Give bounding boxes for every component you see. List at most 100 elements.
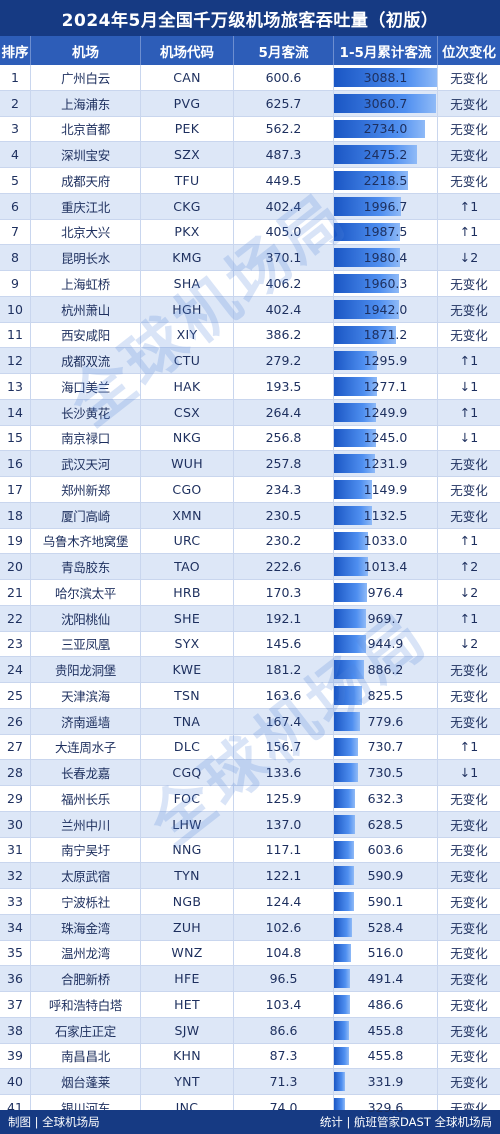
- rank-change-cell: ↓1: [459, 378, 479, 394]
- cumulative-value: 1942.0: [363, 301, 408, 317]
- cumulative-bar: [334, 93, 437, 113]
- cumulative-cell: 2475.2: [334, 142, 438, 167]
- may-traffic-cell: 125.9: [234, 786, 334, 811]
- cumulative-bar: [334, 145, 417, 164]
- cumulative-value: 730.5: [367, 765, 404, 781]
- airport-name-cell: 长春龙嘉: [31, 760, 141, 785]
- rank-cell: 5: [0, 168, 31, 193]
- airport-name-cell: 宁波栎社: [31, 889, 141, 914]
- table-row: 6 重庆江北 CKG 402.4 1996.7 ↑1: [0, 193, 500, 220]
- cumulative-bar: [334, 737, 359, 757]
- airport-name-cell: 济南遥墙: [31, 708, 141, 734]
- airport-name-cell: 大连周水子: [31, 734, 141, 760]
- cumulative-value: 1149.9: [363, 481, 408, 497]
- may-traffic-cell: 102.6: [234, 914, 334, 940]
- cumulative-cell: 628.5: [334, 811, 438, 837]
- rank-change-cell: 无变化: [450, 508, 488, 524]
- airport-name-cell: 武汉天河: [31, 451, 141, 476]
- cumulative-cell: 1013.4: [334, 554, 438, 579]
- cumulative-bar: [334, 325, 397, 345]
- airport-name-cell: 上海浦东: [31, 90, 141, 116]
- airport-code-cell: TNA: [141, 708, 234, 734]
- cumulative-value: 969.7: [367, 610, 404, 626]
- rank-cell: 26: [0, 708, 31, 734]
- airport-code-cell: FOC: [141, 786, 234, 811]
- cumulative-cell: 1996.7: [334, 193, 438, 219]
- cumulative-bar: [334, 608, 367, 628]
- airport-code-cell: ZUH: [141, 914, 234, 940]
- airport-code-cell: NGB: [141, 889, 234, 914]
- table-row: 8 昆明长水 KMG 370.1 1980.4 ↓2: [0, 245, 500, 271]
- may-traffic-cell: 625.7: [234, 90, 334, 116]
- rank-cell: 3: [0, 116, 31, 142]
- may-traffic-cell: 234.3: [234, 477, 334, 502]
- airport-code-cell: TSN: [141, 683, 234, 708]
- rank-change-cell: 无变化: [450, 482, 488, 498]
- cumulative-bar: [334, 1046, 350, 1066]
- airport-name-cell: 厦门高崎: [31, 502, 141, 528]
- cumulative-value: 632.3: [367, 790, 404, 806]
- table-row: 17 郑州新郑 CGO 234.3 1149.9 无变化: [0, 477, 500, 503]
- cumulative-value: 3088.1: [363, 69, 408, 85]
- airport-code-cell: HFE: [141, 966, 234, 991]
- cumulative-value: 976.4: [367, 584, 404, 600]
- cumulative-bar: [334, 866, 354, 885]
- airport-name-cell: 南昌昌北: [31, 1043, 141, 1069]
- cumulative-bar: [334, 402, 376, 422]
- cumulative-cell: 730.7: [334, 734, 438, 760]
- cumulative-value: 331.9: [367, 1074, 404, 1090]
- table-row: 34 珠海金湾 ZUH 102.6 528.4 无变化: [0, 914, 500, 941]
- cumulative-bar: [334, 583, 367, 602]
- table-row: 27 大连周水子 DLC 156.7 730.7 ↑1: [0, 734, 500, 761]
- cumulative-cell: 516.0: [334, 940, 438, 966]
- airport-code-cell: DLC: [141, 734, 234, 760]
- table-row: 11 西安咸阳 XIY 386.2 1871.2 无变化: [0, 322, 500, 349]
- cumulative-cell: 590.1: [334, 889, 438, 914]
- cumulative-value: 3060.7: [363, 95, 408, 111]
- cumulative-cell: 1295.9: [334, 348, 438, 373]
- cumulative-cell: 528.4: [334, 914, 438, 940]
- rank-cell: 34: [0, 914, 31, 940]
- rank-change-cell: 无变化: [450, 997, 488, 1013]
- rank-change-cell: 无变化: [450, 714, 488, 730]
- may-traffic-cell: 104.8: [234, 940, 334, 966]
- rank-change-cell: ↑1: [459, 224, 479, 240]
- cumulative-bar: [334, 171, 408, 190]
- cumulative-value: 603.6: [367, 842, 404, 858]
- rank-cell: 27: [0, 734, 31, 760]
- airport-code-cell: PKX: [141, 219, 234, 245]
- table-row: 20 青岛胶东 TAO 222.6 1013.4 ↑2: [0, 554, 500, 580]
- airport-code-cell: WUH: [141, 451, 234, 476]
- table-row: 14 长沙黄花 CSX 264.4 1249.9 ↑1: [0, 399, 500, 426]
- cumulative-cell: 455.8: [334, 1043, 438, 1069]
- airport-name-cell: 天津滨海: [31, 683, 141, 708]
- table-row: 40 烟台蓬莱 YNT 71.3 331.9 无变化: [0, 1069, 500, 1095]
- rank-change-cell: 无变化: [450, 70, 488, 86]
- airport-name-cell: 青岛胶东: [31, 554, 141, 579]
- cumulative-bar: [334, 789, 356, 808]
- airport-code-cell: SHE: [141, 605, 234, 631]
- may-traffic-cell: 487.3: [234, 142, 334, 167]
- airport-name-cell: 北京首都: [31, 116, 141, 142]
- rank-change-cell: ↑1: [459, 739, 479, 755]
- cumulative-bar: [334, 222, 401, 242]
- rank-cell: 10: [0, 296, 31, 322]
- footer: 制图 | 全球机场局 统计 | 航班管家DAST 全球机场局: [0, 1110, 500, 1134]
- cumulative-bar: [334, 660, 364, 679]
- airport-name-cell: 沈阳桃仙: [31, 605, 141, 631]
- airport-code-cell: HET: [141, 992, 234, 1017]
- rank-change-cell: 无变化: [450, 1023, 488, 1039]
- cumulative-bar: [334, 943, 352, 963]
- airport-code-cell: SJW: [141, 1017, 234, 1043]
- may-traffic-cell: 222.6: [234, 554, 334, 579]
- cumulative-bar: [334, 1020, 350, 1040]
- rank-cell: 17: [0, 477, 31, 502]
- cumulative-bar: [334, 917, 352, 937]
- may-traffic-cell: 256.8: [234, 425, 334, 451]
- table-row: 21 哈尔滨太平 HRB 170.3 976.4 ↓2: [0, 580, 500, 606]
- rank-cell: 11: [0, 322, 31, 348]
- may-traffic-cell: 600.6: [234, 65, 334, 90]
- table-body: 1 广州白云 CAN 600.6 3088.1 无变化 2 上海浦东 PVG 625.7 3060.…: [0, 65, 500, 1121]
- rank-change-cell: ↑1: [459, 404, 479, 420]
- airport-code-cell: KHN: [141, 1043, 234, 1069]
